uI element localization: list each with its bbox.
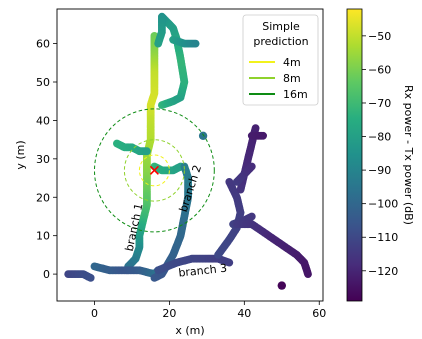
x-tick-label: 20 — [162, 307, 176, 320]
scatter-point — [259, 132, 267, 140]
scatter-point — [304, 270, 312, 278]
y-tick-label: 20 — [36, 191, 50, 204]
colorbar-tick-label: −120 — [368, 265, 398, 278]
scatter-point — [248, 163, 256, 171]
scatter-point — [248, 213, 256, 221]
y-tick-label: 40 — [36, 114, 50, 127]
x-tick-label: 60 — [312, 307, 326, 320]
x-axis-ticks: 0 20 40 60 — [91, 301, 326, 320]
scatter-point — [87, 274, 95, 282]
y-tick-label: 30 — [36, 153, 50, 166]
x-tick-label: 40 — [237, 307, 251, 320]
colorbar-tick-label: −80 — [368, 131, 391, 144]
scatter-point — [192, 40, 200, 48]
y-axis-title: y (m) — [14, 140, 27, 169]
branch-label: branch 2 — [177, 163, 204, 213]
legend-label-16m: 16m — [283, 88, 308, 101]
scatter-point — [252, 124, 260, 132]
colorbar-tick-label: −60 — [368, 63, 391, 76]
y-tick-label: 0 — [43, 268, 50, 281]
scatter-point — [199, 132, 207, 140]
scatter-point — [225, 178, 233, 186]
colorbar-tick-label: −50 — [368, 30, 391, 43]
legend-label-8m: 8m — [283, 72, 301, 85]
colorbar-label: Rx power - Tx power (dB) — [402, 85, 415, 225]
legend-label-4m: 4m — [283, 56, 301, 69]
y-tick-label: 60 — [36, 38, 50, 51]
colorbar-ticks: −50 −60 −70 −80 −90 −100 −110 −120 — [362, 30, 398, 278]
x-axis-title: x (m) — [175, 324, 204, 337]
x-tick-label: 0 — [91, 307, 98, 320]
colorbar-tick-label: −110 — [368, 231, 398, 244]
colorbar-tick-label: −100 — [368, 198, 398, 211]
scatter-point — [143, 147, 151, 155]
y-axis-ticks: 0 10 20 30 40 50 60 — [36, 38, 57, 282]
y-tick-label: 50 — [36, 76, 50, 89]
colorbar-tick-label: −70 — [368, 97, 391, 110]
y-tick-label: 10 — [36, 230, 50, 243]
colorbar — [347, 9, 362, 301]
scatter-point — [278, 281, 286, 289]
scatter-point — [154, 40, 162, 48]
colorbar-tick-label: −90 — [368, 164, 391, 177]
